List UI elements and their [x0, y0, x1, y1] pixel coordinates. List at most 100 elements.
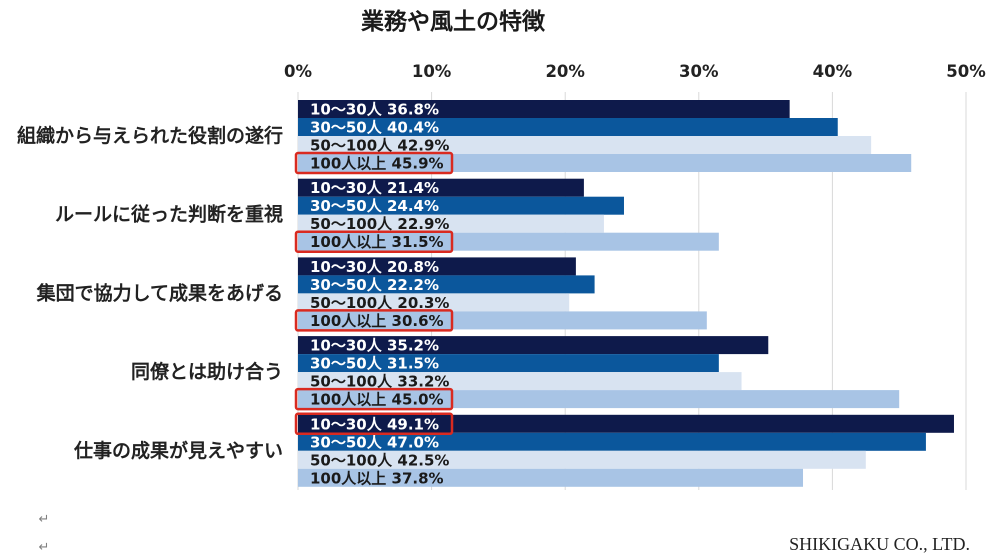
- category-labels: 組織から与えられた役割の遂行ルールに従った判断を重視集団で協力して成果をあげる同…: [17, 124, 283, 462]
- bar: [298, 468, 804, 487]
- data-label-series: 50〜100人: [310, 137, 393, 155]
- x-tick-label: 10%: [412, 62, 452, 81]
- highlight-box: [294, 309, 454, 332]
- bar: [298, 214, 604, 233]
- data-label-value: 33.2%: [392, 373, 449, 391]
- bar: [298, 311, 707, 330]
- data-label-value: 22.2%: [382, 276, 439, 294]
- bar: [298, 293, 570, 312]
- data-label-series: 50〜100人: [310, 451, 393, 469]
- data-label: 50〜100人 20.3%: [310, 294, 449, 312]
- data-label: 50〜100人 22.9%: [310, 215, 449, 233]
- data-label-series: 10〜30人: [310, 258, 383, 276]
- x-tick-label: 30%: [679, 62, 719, 81]
- highlight-boxes: [294, 151, 454, 436]
- data-labels: 10〜30人 36.8%30〜50人 40.4%50〜100人 42.9%100…: [310, 101, 449, 488]
- data-label-series: 30〜50人: [310, 119, 383, 137]
- chart-title: 業務や風土の特徴: [360, 8, 546, 35]
- bar: [298, 118, 838, 136]
- data-label-value: 40.4%: [382, 119, 439, 137]
- data-label-value: 20.8%: [382, 258, 439, 276]
- category-label: 仕事の成果が見えやすい: [73, 439, 283, 462]
- data-label-series: 100人以上: [310, 391, 386, 409]
- bar: [298, 100, 790, 118]
- category-label: ルールに従った判断を重視: [55, 203, 283, 226]
- bar: [298, 196, 624, 215]
- data-label: 100人以上 45.0%: [310, 391, 444, 409]
- bar: [298, 432, 926, 451]
- bar: [298, 136, 872, 154]
- bar: [298, 178, 584, 197]
- bar: [298, 232, 719, 251]
- data-label: 30〜50人 31.5%: [310, 355, 439, 373]
- data-label-series: 30〜50人: [310, 433, 383, 451]
- data-label-value: 21.4%: [382, 179, 439, 197]
- bars: [298, 100, 954, 487]
- x-tick-label: 20%: [545, 62, 585, 81]
- data-label: 10〜30人 49.1%: [310, 415, 439, 433]
- data-label-series: 100人以上: [310, 233, 386, 251]
- data-label-value: 31.5%: [386, 233, 443, 251]
- data-label-value: 22.9%: [392, 215, 449, 233]
- data-label: 10〜30人 20.8%: [310, 258, 439, 276]
- x-tick-label: 0%: [284, 62, 312, 81]
- data-label: 30〜50人 47.0%: [310, 433, 439, 451]
- highlight-box: [294, 412, 454, 436]
- data-label: 50〜100人 33.2%: [310, 373, 449, 391]
- bar: [298, 450, 866, 469]
- data-label: 30〜50人 40.4%: [310, 119, 439, 137]
- data-label-series: 100人以上: [310, 312, 386, 330]
- x-tick-label: 50%: [946, 62, 986, 81]
- data-label-value: 30.6%: [386, 312, 443, 330]
- bar: [298, 390, 900, 409]
- data-label: 10〜30人 36.8%: [310, 101, 439, 119]
- data-label-series: 10〜30人: [310, 415, 383, 433]
- data-label-series: 10〜30人: [310, 337, 383, 355]
- data-label-value: 35.2%: [382, 337, 439, 355]
- data-label: 10〜30人 35.2%: [310, 337, 439, 355]
- category-label: 組織から与えられた役割の遂行: [17, 124, 283, 147]
- bar: [298, 372, 742, 391]
- data-label: 30〜50人 22.2%: [310, 276, 439, 294]
- bar: [298, 414, 954, 433]
- data-label: 10〜30人 21.4%: [310, 179, 439, 197]
- x-axis-ticks: 0% 10% 20% 30% 40% 50%: [284, 62, 986, 81]
- data-label-value: 24.4%: [382, 197, 439, 215]
- data-label: 30〜50人 24.4%: [310, 197, 439, 215]
- data-label-series: 30〜50人: [310, 197, 383, 215]
- category-label: 集団で協力して成果をあげる: [36, 281, 283, 304]
- x-tick-label: 40%: [813, 62, 853, 81]
- data-label-series: 30〜50人: [310, 355, 383, 373]
- data-label-series: 10〜30人: [310, 179, 383, 197]
- data-label-value: 45.9%: [386, 155, 443, 173]
- highlight-box: [294, 230, 454, 253]
- data-label: 50〜100人 42.9%: [310, 137, 449, 155]
- data-label-value: 37.8%: [386, 469, 443, 487]
- data-label-value: 49.1%: [382, 415, 439, 433]
- data-label: 100人以上 31.5%: [310, 233, 444, 251]
- category-label: 同僚とは助け合う: [131, 360, 283, 383]
- highlight-box: [294, 387, 454, 411]
- data-label-value: 47.0%: [382, 433, 439, 451]
- data-label-value: 42.9%: [392, 137, 449, 155]
- data-label: 100人以上 30.6%: [310, 312, 444, 330]
- paragraph-mark: ↵: [39, 540, 50, 555]
- data-label-series: 100人以上: [310, 155, 386, 173]
- data-label-value: 20.3%: [392, 294, 449, 312]
- paragraph-mark: ↵: [39, 512, 50, 527]
- company-credit: SHIKIGAKU CO., LTD.: [789, 534, 970, 554]
- data-label-value: 42.5%: [392, 451, 449, 469]
- data-label-value: 45.0%: [386, 391, 443, 409]
- data-label-series: 50〜100人: [310, 215, 393, 233]
- data-label: 50〜100人 42.5%: [310, 451, 449, 469]
- bar: [298, 275, 595, 294]
- data-label-series: 100人以上: [310, 469, 386, 487]
- data-label: 100人以上 37.8%: [310, 469, 444, 487]
- highlight-box: [294, 151, 454, 175]
- data-label-series: 50〜100人: [310, 294, 393, 312]
- data-label-series: 50〜100人: [310, 373, 393, 391]
- bar: [298, 354, 719, 373]
- data-label-value: 31.5%: [382, 355, 439, 373]
